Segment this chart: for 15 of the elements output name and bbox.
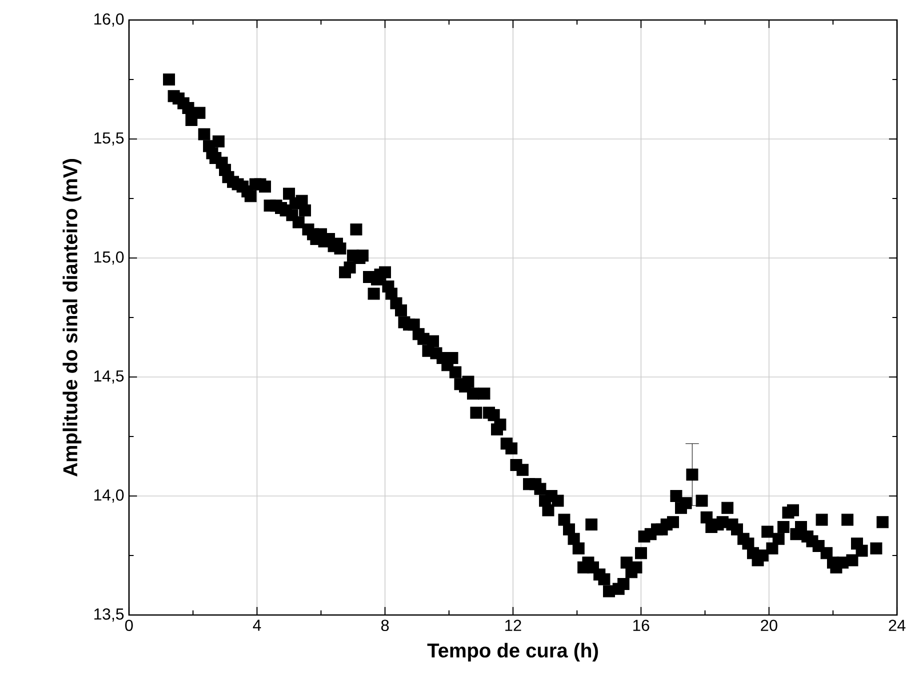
y-tick-label: 14,5 <box>94 370 124 384</box>
y-tick-label: 15,0 <box>94 251 124 265</box>
x-tick-label: 4 <box>252 620 261 631</box>
y-axis-title: Amplitude do sinal dianteiro (mV) <box>62 159 82 476</box>
y-tick-label: 13,5 <box>94 608 124 622</box>
x-tick-label: 0 <box>125 620 133 632</box>
y-tick-label: 14,0 <box>94 489 124 503</box>
x-tick-label: 24 <box>888 620 906 631</box>
y-tick-label: 15,5 <box>94 132 124 146</box>
x-tick-label: 8 <box>381 620 389 632</box>
x-tick-label: 20 <box>760 620 778 632</box>
x-axis-title: Tempo de cura (h) <box>427 642 598 662</box>
x-tick-label: 12 <box>505 620 522 631</box>
y-tick-label: 16,0 <box>94 13 124 27</box>
x-tick-label: 16 <box>633 620 650 632</box>
